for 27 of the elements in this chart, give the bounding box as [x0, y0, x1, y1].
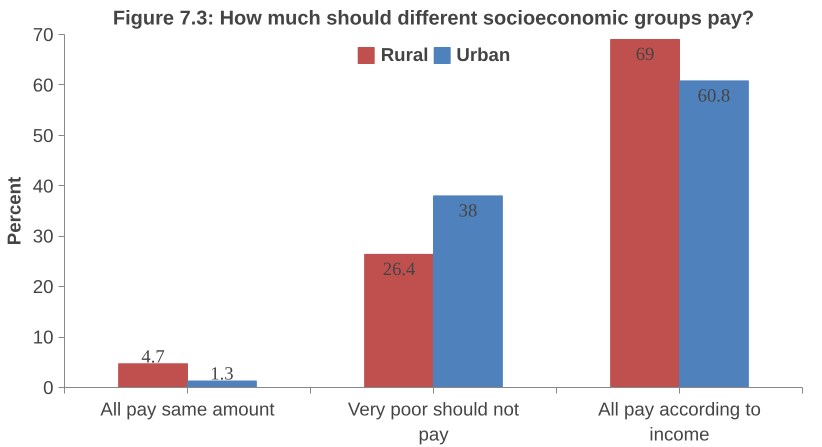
x-tick-label: All pay according to income: [598, 398, 761, 445]
data-label: 1.3: [210, 363, 234, 384]
bar: [118, 363, 188, 388]
bar: [364, 254, 434, 388]
y-tick-label: 20: [32, 276, 54, 298]
y-tick-label: 70: [32, 24, 54, 45]
data-label: 60.8: [698, 85, 730, 106]
data-label: 4.7: [141, 346, 165, 368]
chart-title: Figure 7.3: How much should different socioeconomic groups pay?: [112, 8, 754, 30]
y-tick-label: 40: [32, 175, 54, 196]
y-tick-label: 30: [32, 226, 54, 247]
x-tick-label: Very poor should not pay: [348, 398, 520, 445]
y-tick-label: 10: [32, 326, 54, 348]
bar: [433, 195, 503, 388]
x-tick-label: All pay same amount: [100, 398, 276, 420]
data-label: 26.4: [382, 258, 416, 280]
bar: [187, 380, 257, 388]
data-label: 69: [636, 44, 654, 66]
bar: [610, 39, 680, 388]
bar: [679, 80, 749, 388]
legend-label: Rural: [380, 44, 428, 66]
legend-label: Urban: [456, 44, 510, 66]
y-axis-title: Percent: [4, 176, 25, 246]
y-tick-label: 0: [43, 377, 54, 398]
data-label: 38: [458, 200, 478, 222]
y-tick-label: 50: [32, 124, 54, 146]
y-tick-label: 60: [32, 74, 54, 96]
